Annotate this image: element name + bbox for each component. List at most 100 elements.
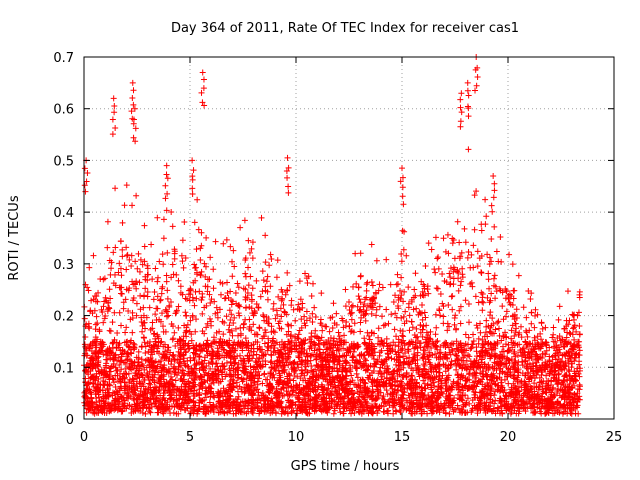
data-point (194, 196, 201, 203)
data-point (401, 288, 408, 295)
data-point (398, 258, 405, 265)
data-point (245, 237, 252, 244)
data-point (482, 329, 489, 336)
data-point (101, 275, 108, 282)
data-point (455, 287, 462, 294)
data-point (84, 284, 91, 291)
data-point (393, 392, 400, 399)
data-point (496, 325, 503, 332)
data-point (479, 291, 486, 298)
data-point (360, 303, 367, 310)
data-point (575, 410, 582, 417)
data-point (434, 255, 441, 262)
data-point (224, 279, 231, 286)
data-point (123, 182, 130, 189)
data-point (197, 245, 204, 252)
data-point (282, 291, 289, 298)
data-point (123, 324, 130, 331)
data-point (123, 286, 130, 293)
data-point (226, 307, 233, 314)
data-point (270, 305, 277, 312)
data-point (136, 279, 143, 286)
data-point (182, 309, 189, 316)
data-point (566, 317, 573, 324)
data-point (357, 250, 364, 257)
data-point (349, 302, 356, 309)
data-point (394, 281, 401, 288)
data-point (288, 322, 295, 329)
data-point (455, 269, 462, 276)
data-point (157, 296, 164, 303)
data-point (465, 146, 472, 153)
data-point (408, 372, 415, 379)
data-point (139, 328, 146, 335)
data-point (474, 410, 481, 417)
data-point (149, 319, 156, 326)
data-point (150, 296, 157, 303)
data-point (383, 306, 390, 313)
data-point (404, 346, 411, 353)
data-point (435, 254, 442, 261)
data-point (339, 317, 346, 324)
data-point (245, 282, 252, 289)
data-point (106, 327, 113, 334)
data-point (179, 258, 186, 265)
data-point (93, 313, 100, 320)
data-point (486, 254, 493, 261)
data-point (340, 345, 347, 352)
data-point (383, 387, 390, 394)
data-point (506, 251, 513, 258)
data-point (183, 328, 190, 335)
data-point (118, 290, 125, 297)
data-point (203, 324, 210, 331)
data-point (442, 248, 449, 255)
data-point (354, 303, 361, 310)
data-point (116, 361, 123, 368)
data-point (362, 317, 369, 324)
data-point (139, 380, 146, 387)
data-point (447, 265, 454, 272)
data-point (171, 250, 178, 257)
data-point (253, 277, 260, 284)
data-point (295, 301, 302, 308)
data-point (436, 372, 443, 379)
data-point (264, 273, 271, 280)
data-point (478, 227, 485, 234)
data-point (402, 349, 409, 356)
data-point (303, 308, 310, 315)
data-point (561, 325, 568, 332)
data-point (412, 334, 419, 341)
data-point (232, 290, 239, 297)
data-point (126, 256, 133, 263)
data-point (177, 283, 184, 290)
data-point (452, 326, 459, 333)
data-point (118, 322, 125, 329)
data-point (208, 380, 215, 387)
data-point (149, 276, 156, 283)
data-point (335, 329, 342, 336)
data-point (392, 292, 399, 299)
data-point (311, 304, 318, 311)
data-point (511, 368, 518, 375)
data-point (527, 296, 534, 303)
data-point (393, 281, 400, 288)
data-point (278, 410, 285, 417)
data-point (424, 334, 431, 341)
data-point (229, 258, 236, 265)
data-point (173, 271, 180, 278)
data-point (263, 278, 270, 285)
data-point (406, 327, 413, 334)
data-point (311, 347, 318, 354)
data-point (146, 304, 153, 311)
data-point (447, 280, 454, 287)
data-point (154, 274, 161, 281)
data-point (82, 368, 89, 375)
data-point (421, 380, 428, 387)
data-point (182, 312, 189, 319)
data-point (379, 313, 386, 320)
data-point (363, 287, 370, 294)
data-point (273, 274, 280, 281)
data-point (411, 345, 418, 352)
data-point (445, 301, 452, 308)
